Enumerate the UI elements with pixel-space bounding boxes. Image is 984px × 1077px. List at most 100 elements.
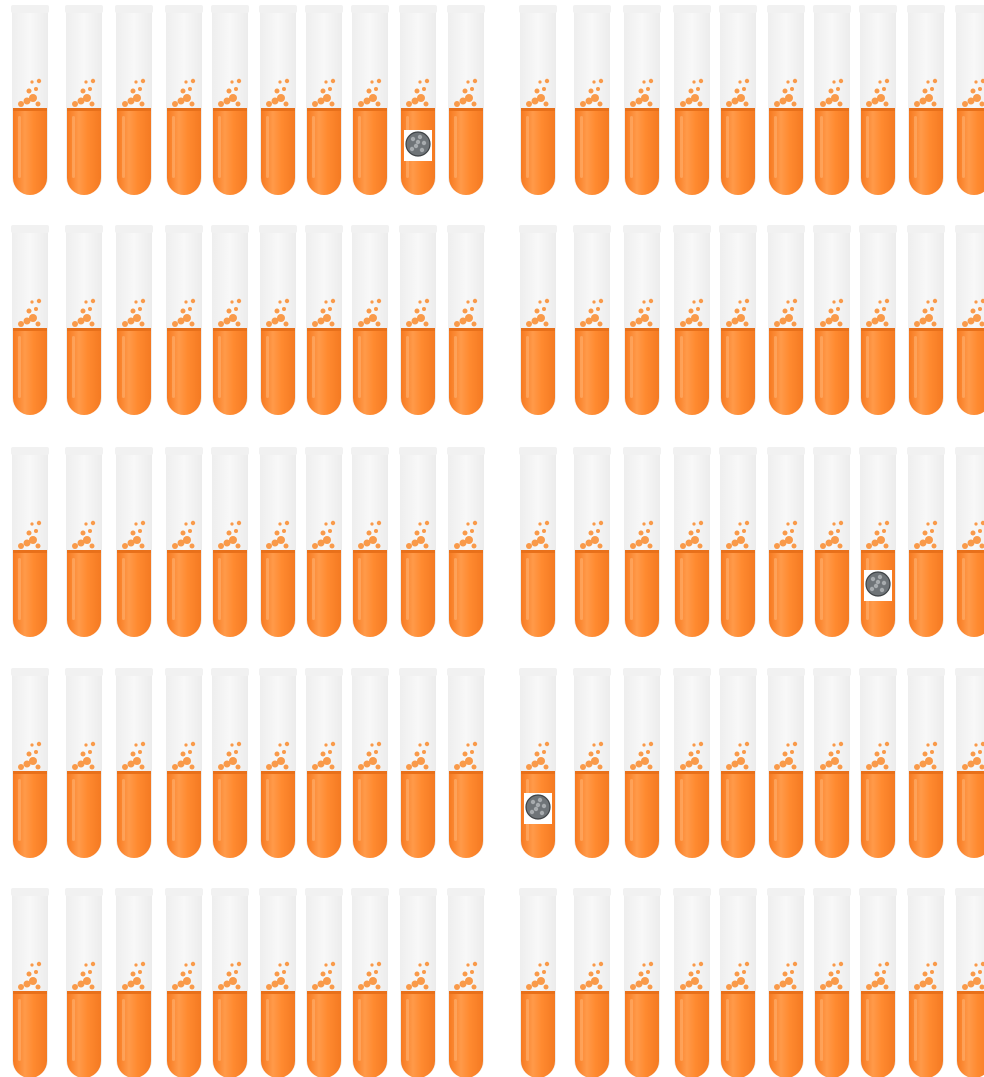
test-tube[interactable] — [115, 888, 153, 1077]
test-tube[interactable] — [259, 5, 297, 195]
test-tube[interactable] — [305, 447, 343, 637]
test-tube[interactable] — [399, 888, 437, 1077]
test-tube[interactable] — [351, 668, 389, 858]
test-tube[interactable] — [447, 5, 485, 195]
test-tube[interactable] — [859, 447, 897, 637]
test-tube[interactable] — [859, 5, 897, 195]
test-tube[interactable] — [11, 5, 49, 195]
test-tube[interactable] — [623, 888, 661, 1077]
test-tube[interactable] — [165, 668, 203, 858]
test-tube[interactable] — [519, 668, 557, 858]
test-tube[interactable] — [573, 447, 611, 637]
test-tube[interactable] — [399, 225, 437, 415]
test-tube[interactable] — [211, 447, 249, 637]
test-tube[interactable] — [399, 447, 437, 637]
test-tube[interactable] — [813, 668, 851, 858]
test-tube[interactable] — [305, 668, 343, 858]
test-tube[interactable] — [65, 888, 103, 1077]
test-tube[interactable] — [447, 225, 485, 415]
test-tube[interactable] — [165, 888, 203, 1077]
test-tube[interactable] — [813, 225, 851, 415]
test-tube[interactable] — [211, 5, 249, 195]
test-tube[interactable] — [351, 888, 389, 1077]
test-tube[interactable] — [623, 668, 661, 858]
test-tube[interactable] — [259, 225, 297, 415]
test-tube[interactable] — [65, 447, 103, 637]
test-tube[interactable] — [673, 5, 711, 195]
test-tube[interactable] — [165, 225, 203, 415]
test-tube[interactable] — [399, 5, 437, 195]
test-tube[interactable] — [767, 225, 805, 415]
test-tube[interactable] — [813, 888, 851, 1077]
test-tube[interactable] — [767, 447, 805, 637]
test-tube[interactable] — [165, 5, 203, 195]
test-tube[interactable] — [305, 5, 343, 195]
test-tube[interactable] — [259, 668, 297, 858]
test-tube[interactable] — [447, 668, 485, 858]
test-tube[interactable] — [907, 225, 945, 415]
test-tube[interactable] — [115, 668, 153, 858]
test-tube[interactable] — [11, 888, 49, 1077]
test-tube[interactable] — [907, 888, 945, 1077]
test-tube[interactable] — [767, 5, 805, 195]
test-tube[interactable] — [11, 447, 49, 637]
test-tube[interactable] — [519, 225, 557, 415]
test-tube[interactable] — [165, 447, 203, 637]
test-tube[interactable] — [907, 447, 945, 637]
test-tube[interactable] — [907, 668, 945, 858]
test-tube[interactable] — [519, 5, 557, 195]
test-tube[interactable] — [907, 5, 945, 195]
test-tube[interactable] — [115, 5, 153, 195]
test-tube[interactable] — [211, 668, 249, 858]
test-tube[interactable] — [519, 888, 557, 1077]
test-tube[interactable] — [399, 668, 437, 858]
test-tube[interactable] — [719, 225, 757, 415]
test-tube[interactable] — [813, 5, 851, 195]
test-tube[interactable] — [447, 888, 485, 1077]
test-tube[interactable] — [767, 888, 805, 1077]
test-tube[interactable] — [573, 888, 611, 1077]
test-tube[interactable] — [351, 225, 389, 415]
test-tube[interactable] — [519, 447, 557, 637]
test-tube[interactable] — [813, 447, 851, 637]
test-tube[interactable] — [859, 888, 897, 1077]
test-tube[interactable] — [65, 225, 103, 415]
test-tube[interactable] — [211, 225, 249, 415]
test-tube[interactable] — [673, 447, 711, 637]
test-tube[interactable] — [259, 888, 297, 1077]
test-tube[interactable] — [305, 225, 343, 415]
test-tube[interactable] — [11, 668, 49, 858]
test-tube[interactable] — [719, 447, 757, 637]
test-tube[interactable] — [859, 668, 897, 858]
test-tube[interactable] — [719, 668, 757, 858]
test-tube[interactable] — [351, 5, 389, 195]
test-tube[interactable] — [211, 888, 249, 1077]
test-tube[interactable] — [573, 668, 611, 858]
test-tube[interactable] — [11, 225, 49, 415]
test-tube[interactable] — [65, 5, 103, 195]
test-tube[interactable] — [623, 225, 661, 415]
test-tube[interactable] — [955, 888, 984, 1077]
test-tube[interactable] — [351, 447, 389, 637]
test-tube[interactable] — [447, 447, 485, 637]
test-tube[interactable] — [259, 447, 297, 637]
test-tube[interactable] — [115, 225, 153, 415]
test-tube[interactable] — [767, 668, 805, 858]
test-tube[interactable] — [623, 5, 661, 195]
test-tube[interactable] — [955, 5, 984, 195]
test-tube[interactable] — [859, 225, 897, 415]
test-tube[interactable] — [955, 225, 984, 415]
test-tube[interactable] — [955, 447, 984, 637]
test-tube[interactable] — [115, 447, 153, 637]
test-tube[interactable] — [719, 888, 757, 1077]
test-tube[interactable] — [573, 225, 611, 415]
test-tube[interactable] — [573, 5, 611, 195]
test-tube[interactable] — [719, 5, 757, 195]
test-tube[interactable] — [305, 888, 343, 1077]
test-tube[interactable] — [65, 668, 103, 858]
test-tube[interactable] — [623, 447, 661, 637]
test-tube[interactable] — [673, 668, 711, 858]
test-tube[interactable] — [673, 225, 711, 415]
test-tube[interactable] — [673, 888, 711, 1077]
test-tube[interactable] — [955, 668, 984, 858]
